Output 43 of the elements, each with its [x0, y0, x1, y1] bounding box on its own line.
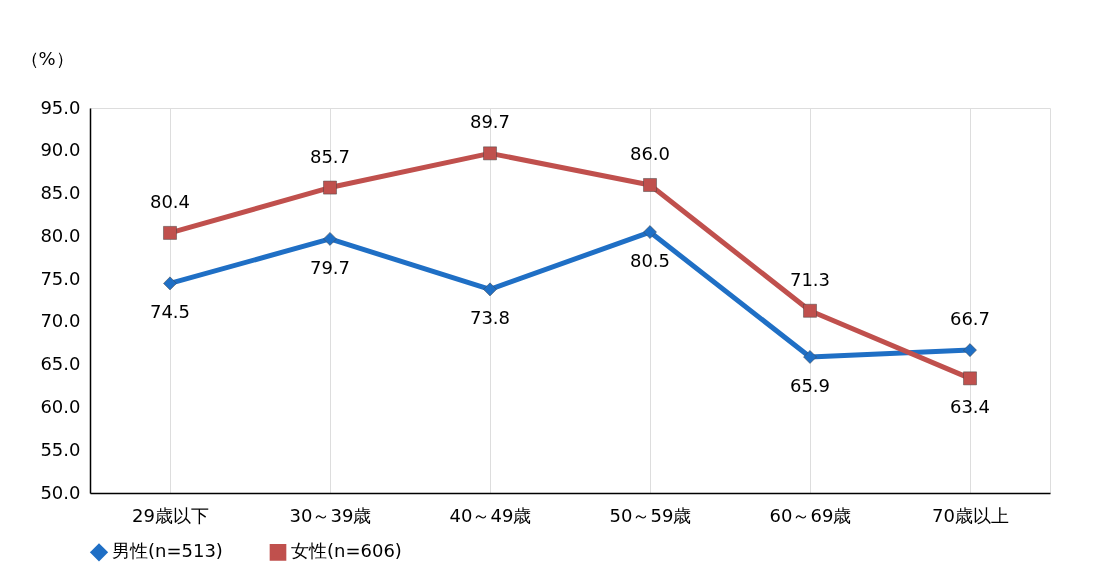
- y-tick-label: 80.0: [40, 224, 81, 246]
- data-label: 80.4: [149, 190, 191, 212]
- data-label: 65.9: [789, 374, 831, 396]
- x-tick-label: 40～49歳: [449, 504, 532, 526]
- y-tick-label: 60.0: [40, 395, 81, 417]
- point: [483, 146, 497, 161]
- x-tick-label: 30～39歳: [289, 504, 372, 526]
- y-tick-label: 75.0: [40, 267, 81, 289]
- y-tick-label: 70.0: [40, 310, 81, 332]
- data-label: 73.8: [469, 307, 511, 329]
- y-tick-label: 50.0: [40, 481, 81, 503]
- point: [963, 343, 977, 357]
- data-label: 86.0: [629, 143, 671, 164]
- data-label: 79.7: [309, 256, 351, 278]
- y-axis-title: （%）: [20, 47, 74, 69]
- y-tick-label: 85.0: [40, 182, 81, 204]
- data-label: 80.5: [629, 250, 671, 272]
- point: [163, 276, 177, 291]
- x-tick-label: 60～69歳: [769, 504, 852, 526]
- x-tick-label: 70歳以上: [932, 504, 1009, 526]
- y-tick-label: 95.0: [40, 96, 81, 118]
- point: [963, 371, 977, 386]
- data-label: 89.7: [469, 111, 511, 133]
- data-label: 85.7: [309, 145, 351, 167]
- point: [803, 304, 817, 318]
- y-tick-label: 65.0: [40, 353, 81, 375]
- point: [323, 180, 337, 195]
- point: [483, 282, 497, 297]
- point: [323, 232, 337, 246]
- point: [803, 350, 817, 364]
- point: [643, 225, 657, 239]
- data-label: 74.5: [149, 301, 191, 323]
- legend-label: 女性(n=606): [291, 540, 402, 562]
- legend-label: 男性(n=513): [112, 540, 223, 562]
- x-tick-label: 29歳以下: [132, 504, 209, 526]
- point: [163, 226, 177, 240]
- point: [643, 178, 657, 192]
- data-label: 66.7: [949, 308, 991, 330]
- data-label: 63.4: [949, 396, 991, 418]
- y-tick-label: 55.0: [40, 438, 81, 460]
- x-tick-label: 50～59歳: [609, 504, 692, 526]
- data-label: 71.3: [789, 268, 831, 290]
- y-tick-label: 90.0: [40, 139, 81, 161]
